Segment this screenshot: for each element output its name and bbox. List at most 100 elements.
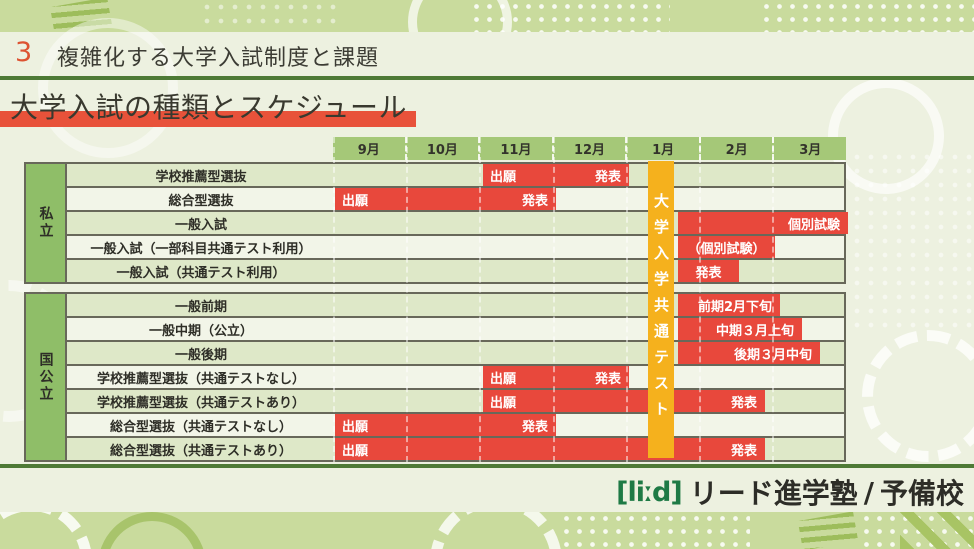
table-row: 一般入試（共通テスト利用） 発表 [67,258,844,282]
month-gridline [772,137,774,462]
logo: [liːd] リード進学塾 / 予備校 [616,470,964,514]
table-row: 学校推薦型選抜 出願 発表 [67,164,844,186]
decor-circle [408,0,512,32]
row-label: 学校推薦型選抜（共通テストなし） [96,371,305,387]
table-row: 学校推薦型選抜（共通テストあり） 出願 発表 [67,388,844,412]
row-label: 一般入試（一部科目共通テスト利用） [90,241,312,257]
bar-text: 発表 [521,419,548,435]
month-cell: 11月 [478,137,552,160]
logo-separator: / [863,475,874,509]
slide-header: 3 複雑化する大学入試制度と課題 [0,32,974,76]
row-label: 総合型選抜（共通テストあり） [109,443,292,459]
decor-circle [98,512,206,549]
common-test-bar: 大学入学共通テスト [648,161,674,458]
table-row: 一般入試 個別試験 [67,210,848,234]
bar-text: 発表 [521,193,548,209]
row-label: 一般中期（公立） [148,323,253,339]
gantt-bar: 出願 発表 [483,366,629,388]
gantt-bar: 出願 発表 [335,188,556,210]
header-divider [0,76,974,80]
section-number: 3 [15,37,33,68]
table-row: 一般入試（一部科目共通テスト利用） （個別試験） [67,234,844,258]
bar-text: 発表 [594,169,621,185]
bar-text: 個別試験 [787,217,840,233]
gantt-bar: 出願 発表 [483,390,765,412]
decor-dashes [797,512,859,549]
row-label: 一般後期 [174,347,227,363]
bar-text: 出願 [342,419,369,435]
table-row: 学校推薦型選抜（共通テストなし） 出願 発表 [67,364,844,388]
month-cell: 2月 [698,137,773,160]
gantt-bar: 出願 発表 [335,414,556,436]
bar-text: （個別試験） [687,241,766,257]
title-highlight [0,111,416,127]
group-private: 私立 学校推薦型選抜 出願 発表 総合型選抜 出願 発表 [24,162,848,284]
bar-text: 発表 [730,395,757,411]
row-label: 一般入試（共通テスト利用） [116,265,286,281]
month-cell: 10月 [404,137,479,160]
page-title-wrap: 大学入試の種類とスケジュール [0,86,500,130]
month-gridline [553,137,555,462]
gantt-bar: 中期３月上旬 [678,318,802,340]
schedule-table: 9月 10月 11月 12月 1月 2月 3月 私立 学校推薦型選抜 出願 発表 [24,137,848,462]
month-gridline [479,137,481,462]
table-row: 一般前期 前期2月下旬 [67,294,844,316]
gantt-bar: （個別試験） [678,236,775,258]
group-private-header: 私立 [26,164,67,282]
row-label: 一般入試 [174,217,227,233]
decor-circle [38,18,178,158]
group-private-label: 私立 [37,206,54,240]
bar-text: 中期３月上旬 [715,323,794,339]
page-title: 大学入試の種類とスケジュール [10,91,408,124]
gantt-bar: 個別試験 [678,212,848,234]
group-public-header: 国公立 [26,294,67,460]
decor-dots [560,512,750,549]
common-test-label: 大学入学共通テスト [652,192,670,427]
decor-dots [200,0,340,32]
table-row: 一般中期（公立） 中期３月上旬 [67,316,844,340]
decor-dots [850,150,974,330]
logo-phonetic: [liːd] [616,476,683,508]
bar-text: 後期３月中旬 [733,347,812,363]
row-label: 一般前期 [174,299,227,315]
footer-divider [0,464,974,468]
decor-bottom-band [0,512,974,549]
month-gridline [626,137,628,462]
row-label: 総合型選抜（共通テストなし） [109,419,292,435]
bar-text: 出願 [490,395,517,411]
month-cell: 12月 [551,137,626,160]
gantt-bar: 前期2月下旬 [678,294,780,316]
decor-dots [760,0,974,32]
gantt-bar: 出願 発表 [483,164,629,186]
month-gridline [699,137,701,462]
month-cell: 1月 [625,137,699,160]
group-public-label: 国公立 [37,351,54,403]
row-label: 総合型選抜 [168,193,234,209]
bar-text: 出願 [490,169,517,185]
month-gridline [333,137,335,462]
bar-text: 発表 [695,265,722,281]
group-private-rows: 学校推薦型選抜 出願 発表 総合型選抜 出願 発表 一般入試 [67,164,848,282]
decor-sunburst [0,512,92,549]
row-label: 学校推薦型選抜（共通テストあり） [96,395,305,411]
month-gridline [406,137,408,462]
decor-sunburst [430,512,562,549]
table-row: 総合型選抜（共通テストなし） 出願 発表 [67,412,844,436]
table-row: 総合型選抜 出願 発表 [67,186,844,210]
group-public-rows: 一般前期 前期2月下旬 一般中期（公立） 中期３月上旬 一般後期 後期３月中旬 [67,294,844,460]
row-label: 学校推薦型選抜 [155,169,247,185]
logo-name: リード進学塾 [689,477,858,510]
month-cell: 3月 [772,137,846,160]
decor-stripes [900,512,974,549]
month-cell: 9月 [357,143,380,158]
section-title: 複雑化する大学入試制度と課題 [57,46,380,71]
bar-text: 出願 [342,193,369,209]
month-header: 9月 10月 11月 12月 1月 2月 3月 [333,137,846,160]
gantt-bar: 発表 [678,260,739,282]
bar-text: 出願 [490,371,517,387]
decor-top-band [0,0,974,32]
bar-text: 出願 [342,443,369,459]
decor-sunburst [862,330,974,462]
group-public: 国公立 一般前期 前期2月下旬 一般中期（公立） 中期３月上旬 一般後期 [24,292,846,462]
